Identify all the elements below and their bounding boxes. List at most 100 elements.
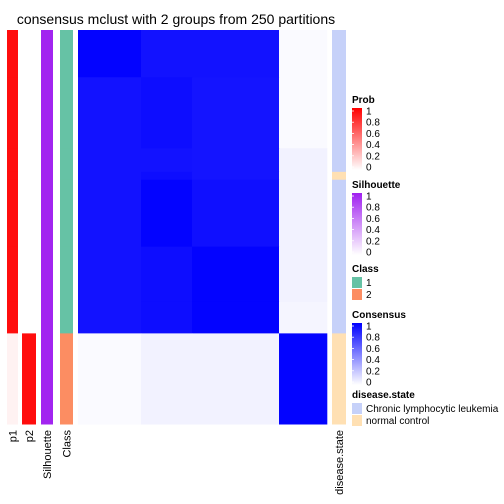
annotation-cell — [7, 246, 18, 303]
annotation-cell — [41, 179, 53, 248]
heatmap-cell — [78, 171, 142, 181]
heatmap-cell — [192, 77, 280, 149]
legends: Prob10.80.60.40.20Silhouette10.80.60.40.… — [352, 95, 499, 427]
annotation-cell — [22, 77, 36, 149]
legend-item-label: 2 — [366, 290, 372, 301]
heatmap-cell — [78, 77, 142, 149]
annotation-cell — [7, 333, 18, 425]
annotation-cell — [60, 148, 73, 173]
annotation-cell — [41, 246, 53, 303]
legend-tick-label: 0.8 — [366, 203, 380, 214]
legend-title: Prob — [352, 95, 375, 106]
heatmap-cell — [141, 148, 193, 173]
disease-state-cell — [332, 179, 346, 248]
annotation-cell — [41, 77, 53, 149]
disease-state-cell — [332, 301, 346, 334]
heatmap-cell — [279, 77, 328, 149]
heatmap-cell — [192, 148, 280, 173]
legend-tick-label: 1 — [366, 322, 372, 333]
annotation-cell — [60, 333, 73, 425]
annotation-cell — [41, 301, 53, 334]
heatmap-cell — [279, 246, 328, 303]
annotation-column-p2: p2 — [22, 30, 36, 442]
legend-tick-label: 0.6 — [366, 129, 380, 140]
disease-state-cell — [332, 148, 346, 173]
legend-tick-label: 0 — [366, 378, 372, 389]
legend-tick-label: 0.6 — [366, 344, 380, 355]
heatmap-cell — [78, 148, 142, 173]
annotation-label-class: Class — [62, 430, 74, 458]
heatmap-cell — [192, 246, 280, 303]
legend-tick-label: 0.4 — [366, 355, 380, 366]
legend-color-bar — [352, 108, 362, 170]
legend-tick-label: 0.8 — [366, 333, 380, 344]
legend-swatch — [352, 415, 362, 426]
heatmap-cell — [192, 301, 280, 334]
legend-swatch — [352, 277, 362, 288]
annotation-label-p1: p1 — [8, 430, 20, 442]
heatmap-cell — [141, 77, 193, 149]
annotation-cell — [7, 179, 18, 248]
legend-color-bar — [352, 193, 362, 255]
annotation-cell — [22, 30, 36, 78]
annotation-cell — [60, 171, 73, 181]
legend-color-bar — [352, 323, 362, 385]
legend-disease-state: disease.state Chronic lymphocytic leukemi… — [352, 390, 499, 427]
legend-swatch — [352, 289, 362, 300]
annotation-cell — [7, 77, 18, 149]
heatmap-cell — [279, 333, 328, 425]
annotation-cell — [7, 301, 18, 334]
legend-item-label: normal control — [366, 416, 429, 427]
consensus-matrix — [78, 30, 328, 425]
legend-tick-label: 0 — [366, 248, 372, 259]
disease-state-annotation-bar: disease.state — [332, 30, 346, 495]
heatmap-cell — [279, 148, 328, 173]
annotation-cell — [60, 179, 73, 248]
disease-state-label: disease.state — [334, 430, 346, 495]
legend-item-label: Chronic lymphocytic leukemia — [366, 404, 499, 415]
legend-tick-label: 0.4 — [366, 140, 380, 151]
legend-title: Silhouette — [352, 180, 401, 191]
legend-swatch — [352, 403, 362, 414]
legend-class: Class 12 — [352, 264, 379, 301]
annotation-cell — [22, 148, 36, 173]
annotation-cell — [22, 171, 36, 181]
heatmap-cell — [78, 179, 142, 248]
disease-state-cell — [332, 30, 346, 78]
heatmap-cell — [78, 301, 142, 334]
annotation-cell — [60, 246, 73, 303]
disease-state-cell — [332, 246, 346, 303]
annotation-column-class: Class — [60, 30, 74, 458]
legend-tick-label: 0.2 — [366, 151, 380, 162]
annotation-cell — [60, 30, 73, 78]
row-annotation-columns: p1 p2 Silhouette Class — [7, 30, 74, 479]
heatmap-cell — [141, 30, 193, 78]
heatmap-cell — [141, 246, 193, 303]
annotation-column-p1: p1 — [7, 30, 20, 442]
heatmap-cell — [279, 179, 328, 248]
heatmap-cell — [78, 246, 142, 303]
legend-title: disease.state — [352, 390, 415, 401]
annotation-cell — [22, 179, 36, 248]
legend-tick-label: 0.8 — [366, 118, 380, 129]
heatmap-cell — [141, 301, 193, 334]
legend-tick-label: 0.4 — [366, 225, 380, 236]
annotation-label-p2: p2 — [24, 430, 36, 442]
heatmap-cell — [78, 30, 142, 78]
heatmap-cell — [192, 171, 280, 181]
legend-tick-label: 1 — [366, 192, 372, 203]
annotation-cell — [60, 77, 73, 149]
disease-state-cell — [332, 171, 346, 181]
heatmap-cell — [78, 333, 142, 425]
legend-tick-label: 0.2 — [366, 236, 380, 247]
annotation-cell — [41, 30, 53, 78]
heatmap-cell — [141, 179, 193, 248]
heatmap-cell — [141, 333, 193, 425]
annotation-cell — [60, 301, 73, 334]
annotation-cell — [7, 30, 18, 78]
legend-item-label: 1 — [366, 278, 372, 289]
